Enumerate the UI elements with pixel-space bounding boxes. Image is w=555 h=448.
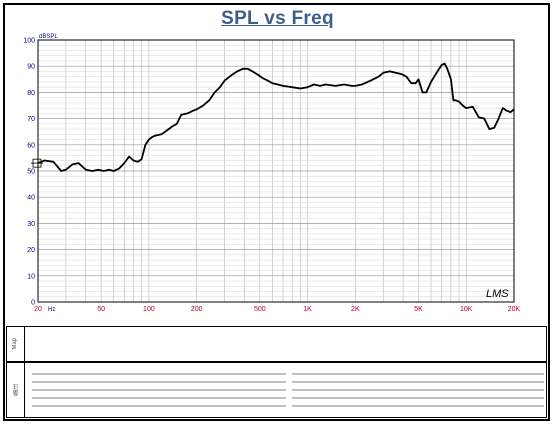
cursor-marker: [31, 158, 43, 168]
x-tick-label: 20K: [508, 306, 521, 313]
x-tick-label: 5K: [414, 306, 423, 313]
footer-notes-label-cell: [6, 362, 25, 418]
footer-row-notes: [6, 362, 547, 418]
spl-trace: [37, 62, 515, 172]
y-tick-label: 10: [27, 273, 35, 280]
x-axis-unit-label: Hz: [48, 307, 55, 313]
y-tick-label: 60: [27, 142, 35, 149]
y-tick-label: 20: [27, 247, 35, 254]
y-axis-unit-label: dBSPL: [39, 34, 58, 40]
footer-row-notes-label: 备注: [14, 384, 20, 396]
y-tick-label: 80: [27, 90, 35, 97]
y-tick-label: 70: [27, 116, 35, 123]
x-tick-label: 500: [254, 306, 266, 313]
x-tick-label: 100: [143, 306, 155, 313]
plot-border: [37, 39, 515, 303]
x-tick-label: 2K: [351, 306, 360, 313]
axis-ticks: 0 10 20 30 40 50 60 70 80 90 100 20 50 100 200 500 1K 2K 5…: [23, 38, 520, 314]
chart-grid: [37, 39, 515, 303]
chart-title: SPL vs Freq: [221, 8, 334, 29]
lms-logo: LMS: [486, 288, 509, 300]
y-tick-label: 30: [27, 221, 35, 228]
x-tick-label: 20: [34, 306, 42, 313]
y-tick-label: 100: [23, 38, 35, 45]
y-tick-label: 40: [27, 195, 35, 202]
footer-row-map-label: Map: [12, 338, 18, 350]
footer-row-map: [6, 326, 547, 362]
x-tick-label: 200: [191, 306, 203, 313]
y-tick-label: 0: [31, 300, 35, 307]
x-tick-label: 50: [97, 306, 105, 313]
y-tick-label: 50: [27, 169, 35, 176]
spl-frequency-chart: 0 10 20 30 40 50 60 70 80 90 100 20 50 100 200 500 1K 2K 5…: [23, 34, 520, 314]
x-tick-label: 10K: [460, 306, 473, 313]
y-tick-label: 90: [27, 64, 35, 71]
footer-row-label-cell: [6, 326, 25, 362]
x-tick-label: 1K: [303, 306, 312, 313]
